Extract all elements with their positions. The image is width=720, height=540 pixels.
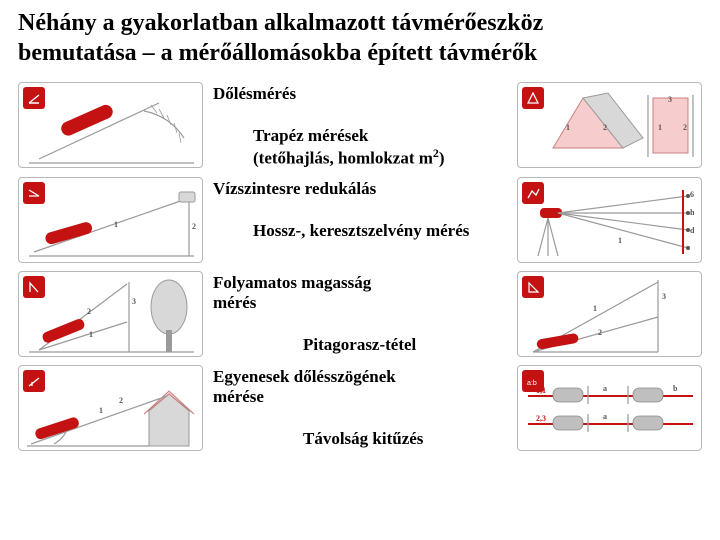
title-line1: Néhány a gyakorlatban alkalmazott távmér… — [18, 10, 543, 36]
labels-4: Egyenesek dőlésszögénekmérése Távolság k… — [213, 365, 507, 449]
height-sketch — [19, 272, 203, 357]
labels-3: Folyamatos magasságmérés Pitagorasz-téte… — [213, 271, 507, 355]
label-trapez: Trapéz mérések(tetőhajlás, homlokzat m2) — [253, 126, 507, 169]
row-4: 1 2 Egyenesek dőlésszögénekmérése Távols… — [18, 365, 702, 451]
content-rows: Dőlésmérés Trapéz mérések(tetőhajlás, ho… — [0, 82, 720, 451]
height-icon — [23, 276, 45, 298]
label-tilt: Dőlésmérés — [213, 84, 507, 104]
slope-icon — [23, 370, 45, 392]
pythagoras-icon — [522, 276, 544, 298]
thumb-pythagoras: 1 2 3 — [517, 271, 702, 357]
labels-1: Dőlésmérés Trapéz mérések(tetőhajlás, ho… — [213, 82, 507, 169]
crosssection-icon — [522, 182, 544, 204]
label-stakeout: Távolság kitűzés — [303, 429, 507, 449]
trapez-sketch — [518, 83, 702, 168]
label-slope: Egyenesek dőlésszögénekmérése — [213, 367, 507, 407]
label-crosssection: Hossz-, keresztszelvény mérés — [253, 221, 507, 241]
label-height: Folyamatos magasságmérés — [213, 273, 507, 313]
row-2: 1 2 Vízszintesre redukálás Hossz-, keres… — [18, 177, 702, 263]
thumb-tilt — [18, 82, 203, 168]
thumb-crosssection: 6 h d 1 — [517, 177, 702, 263]
page-title: Néhány a gyakorlatban alkalmazott távmér… — [0, 0, 720, 68]
pythagoras-sketch — [518, 272, 702, 357]
tilt-sketch — [19, 83, 203, 168]
thumb-horizontal: 1 2 — [18, 177, 203, 263]
label-horizontal: Vízszintesre redukálás — [213, 179, 507, 199]
thumb-line-slope: 1 2 — [18, 365, 203, 451]
thumb-trapez: 1 2 1 3 2 — [517, 82, 702, 168]
horizontal-icon — [23, 182, 45, 204]
slope-sketch — [19, 366, 203, 451]
trapez-icon — [522, 87, 544, 109]
crosssection-sketch — [518, 178, 702, 263]
tilt-icon — [23, 87, 45, 109]
stakeout-sketch — [518, 366, 702, 451]
row-1: Dőlésmérés Trapéz mérések(tetőhajlás, ho… — [18, 82, 702, 169]
row-3: 2 1 3 Folyamatos magasságmérés Pitagoras… — [18, 271, 702, 357]
thumb-continuous-height: 2 1 3 — [18, 271, 203, 357]
title-line2: bemutatása – a mérőállomásokba épített t… — [18, 40, 537, 66]
labels-2: Vízszintesre redukálás Hossz-, keresztsz… — [213, 177, 507, 241]
thumb-stakeout: a:b 1,1 2,3 a a b — [517, 365, 702, 451]
label-pythagoras: Pitagorasz-tétel — [303, 335, 507, 355]
horizontal-sketch — [19, 178, 203, 263]
